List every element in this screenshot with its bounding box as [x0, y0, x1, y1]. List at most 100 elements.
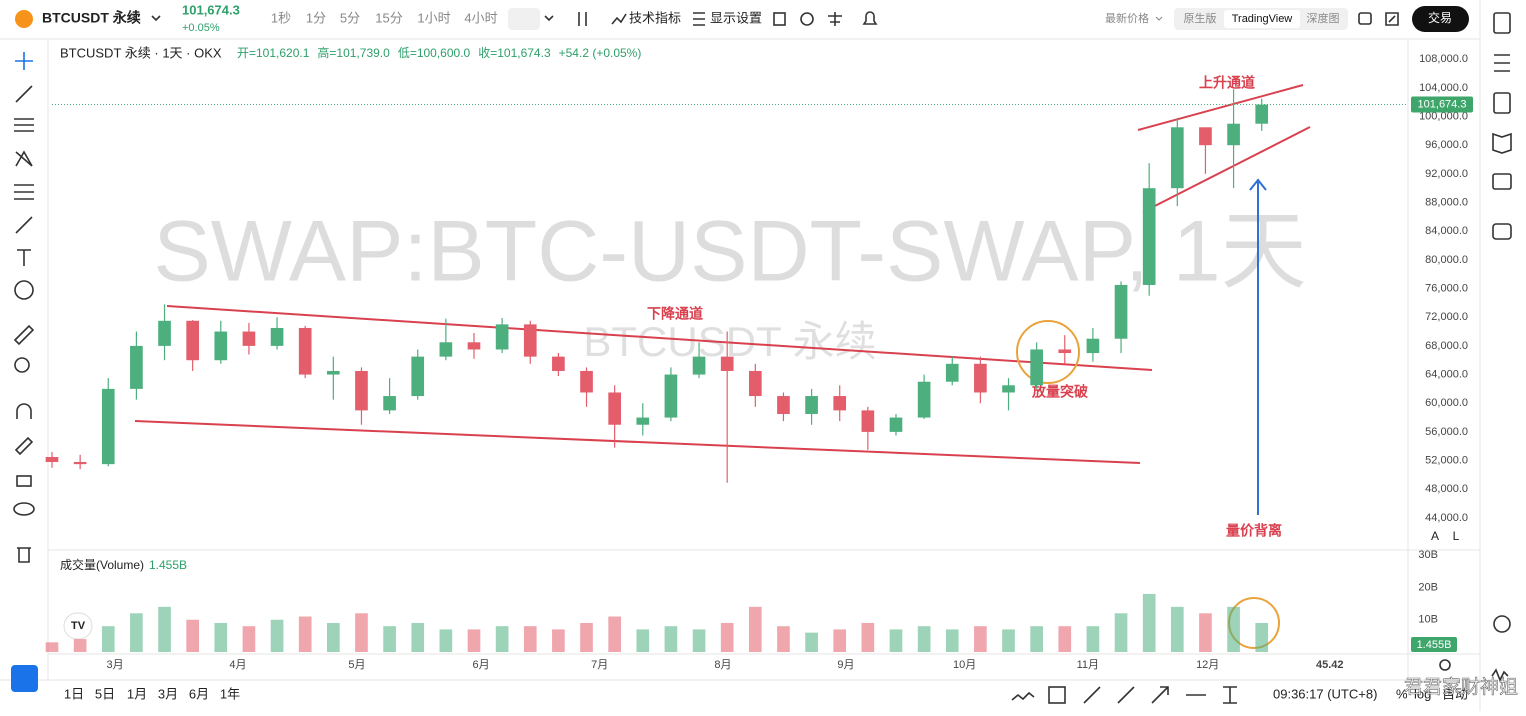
volume-bar: [608, 616, 621, 652]
trade-button[interactable]: [1412, 6, 1469, 32]
display-icon[interactable]: [693, 12, 705, 26]
view-tab[interactable]: TradingView: [1232, 13, 1293, 25]
x-tick-label: 5月: [348, 659, 365, 671]
log-toggle[interactable]: log: [1414, 686, 1431, 701]
candle-body: [974, 363, 987, 393]
scale-button[interactable]: A: [1431, 529, 1439, 543]
price-type[interactable]: 最新价格: [1105, 11, 1149, 25]
book-icon[interactable]: [1493, 92, 1511, 114]
dropdown-icon[interactable]: [544, 15, 554, 22]
trade-button-label[interactable]: 交易: [1428, 10, 1452, 25]
volume-bar: [355, 613, 368, 652]
draw-tool[interactable]: [1151, 686, 1169, 704]
x-tick-label: 3月: [106, 659, 123, 671]
orders-icon[interactable]: [1493, 12, 1511, 34]
line-tool[interactable]: [15, 85, 33, 103]
candle-body: [720, 356, 734, 371]
interval-button[interactable]: 1分: [306, 10, 326, 25]
dropdown-icon[interactable]: [151, 15, 161, 22]
ohlc-value: +54.2 (+0.05%): [559, 46, 642, 60]
candle-body: [1086, 338, 1100, 354]
range-button[interactable]: 1月: [127, 686, 147, 701]
highlight-circle[interactable]: [1016, 320, 1080, 384]
bot-icon[interactable]: [1492, 223, 1512, 240]
volume-tick-label: 10B: [1418, 614, 1438, 626]
candle-body: [101, 388, 115, 465]
y-tick-label: 48,000.0: [1425, 483, 1468, 495]
trend-line[interactable]: [1142, 126, 1311, 213]
trend-line[interactable]: [134, 420, 1141, 464]
magnet-tool[interactable]: [16, 403, 32, 419]
y-tick-label: 68,000.0: [1425, 340, 1468, 352]
axis-settings[interactable]: [1439, 659, 1451, 671]
template-icon[interactable]: [773, 12, 786, 26]
alert-icon[interactable]: [862, 11, 878, 25]
compare-icon[interactable]: [828, 12, 842, 26]
trend-line[interactable]: [1137, 84, 1304, 131]
range-button[interactable]: 1年: [220, 686, 240, 701]
candle-body: [1199, 127, 1212, 146]
scale-button[interactable]: L: [1453, 529, 1460, 543]
coin-icon: [15, 10, 33, 28]
favorites-button[interactable]: [11, 665, 38, 692]
draw-tool[interactable]: [1048, 686, 1066, 704]
lock-drawing-tool[interactable]: [14, 436, 34, 456]
zoom-tool[interactable]: [14, 357, 30, 373]
crosshair-tool[interactable]: [15, 52, 33, 70]
indicators-button[interactable]: 技术指标: [629, 10, 681, 25]
candle-body: [158, 320, 171, 346]
dropdown-icon[interactable]: [1155, 16, 1163, 21]
trend-line[interactable]: [166, 305, 1153, 371]
interval-button[interactable]: 15分: [375, 10, 402, 25]
interval-button[interactable]: 1秒: [271, 10, 291, 25]
settings-icon[interactable]: [1493, 615, 1511, 633]
volume-bar: [1114, 613, 1128, 652]
fullscreen-icon[interactable]: [1385, 12, 1399, 26]
volume-bar: [748, 606, 762, 652]
y-tick-label: 104,000.0: [1419, 82, 1468, 94]
draw-tool[interactable]: [1117, 686, 1135, 704]
indicator-icon[interactable]: [611, 13, 627, 25]
candle-body: [861, 410, 875, 432]
ohlc-value: 低=100,600.0: [398, 46, 471, 60]
auto-toggle[interactable]: 自动: [1442, 686, 1468, 701]
range-button[interactable]: 5日: [95, 686, 115, 701]
display-button[interactable]: 显示设置: [710, 10, 762, 25]
draw-tool[interactable]: [1083, 686, 1101, 704]
measure-tool[interactable]: [13, 324, 35, 346]
range-button[interactable]: 1日: [64, 686, 84, 701]
emoji-tool[interactable]: [14, 280, 34, 300]
symbol[interactable]: BTCUSDT 永续: [42, 10, 141, 26]
layout-icon[interactable]: [1358, 12, 1372, 25]
brush-tool[interactable]: [15, 216, 33, 234]
prediction-tool[interactable]: [14, 184, 34, 200]
candle-body: [130, 345, 143, 389]
chat-icon[interactable]: [1492, 173, 1512, 190]
range-button[interactable]: 6月: [189, 686, 209, 701]
draw-tool[interactable]: [1223, 686, 1237, 704]
guide-icon[interactable]: [1492, 132, 1512, 154]
percent-toggle[interactable]: %: [1396, 686, 1408, 701]
view-tab[interactable]: 原生版: [1184, 11, 1217, 25]
list-icon[interactable]: [1494, 54, 1510, 72]
fib-tool[interactable]: [14, 118, 34, 132]
text-tool[interactable]: [17, 249, 31, 266]
hide-tool[interactable]: [13, 502, 35, 516]
interval-button[interactable]: 4小时: [464, 10, 497, 25]
candle-type-icon[interactable]: [578, 12, 587, 26]
settings-icon[interactable]: [800, 12, 814, 26]
candle-body: [917, 381, 931, 418]
range-button[interactable]: 3月: [158, 686, 178, 701]
volume-title: 成交量(Volume): [60, 557, 144, 572]
pattern-tool[interactable]: [15, 150, 33, 167]
draw-tool[interactable]: [1011, 691, 1035, 701]
candle-body: [495, 324, 509, 350]
view-tab[interactable]: 深度图: [1307, 11, 1340, 25]
interval-button[interactable]: 1小时: [417, 10, 450, 25]
arrow[interactable]: [1249, 178, 1267, 515]
lock-tool[interactable]: [16, 475, 32, 487]
delete-tool[interactable]: [17, 547, 31, 563]
volume-bar: [1142, 593, 1156, 652]
interval-button[interactable]: 5分: [340, 10, 360, 25]
chart-icon[interactable]: [1491, 668, 1509, 682]
